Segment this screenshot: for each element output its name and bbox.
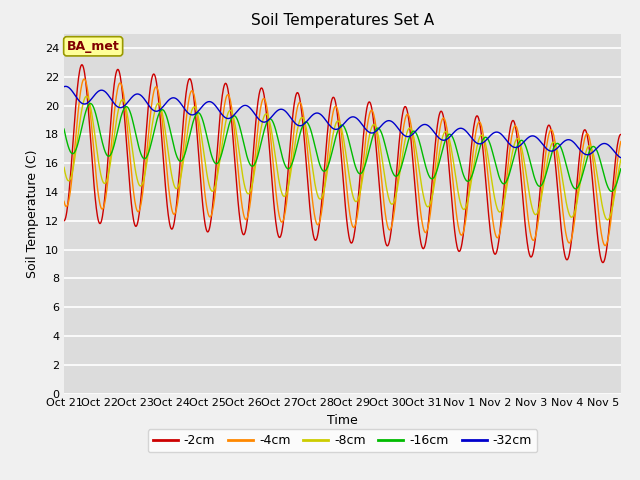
-8cm: [83, 94, 90, 99]
-8cm: [306, 147, 314, 153]
-4cm: [80, 76, 88, 82]
-2cm: [78, 62, 86, 68]
Title: Soil Temperatures Set A: Soil Temperatures Set A: [251, 13, 434, 28]
-16cm: [60, 126, 68, 132]
-32cm: [286, 113, 294, 119]
-8cm: [286, 176, 294, 182]
-8cm: [118, 97, 125, 103]
-16cm: [607, 189, 615, 194]
-2cm: [118, 81, 125, 87]
Line: -8cm: -8cm: [64, 96, 621, 220]
-4cm: [306, 172, 314, 178]
-4cm: [286, 170, 294, 176]
-4cm: [602, 243, 609, 249]
-2cm: [505, 135, 513, 141]
-8cm: [60, 165, 68, 170]
-2cm: [599, 260, 607, 265]
Line: -32cm: -32cm: [64, 86, 621, 158]
Line: -2cm: -2cm: [64, 65, 621, 263]
-8cm: [604, 217, 611, 223]
-32cm: [62, 84, 70, 89]
-8cm: [495, 209, 502, 215]
-32cm: [306, 115, 314, 121]
-2cm: [443, 141, 451, 147]
-16cm: [306, 124, 314, 130]
-4cm: [118, 82, 125, 87]
-32cm: [495, 130, 502, 135]
-4cm: [505, 156, 513, 161]
-2cm: [306, 204, 314, 210]
-32cm: [118, 105, 125, 110]
-32cm: [505, 140, 513, 146]
-2cm: [495, 238, 502, 244]
-16cm: [443, 134, 451, 140]
-16cm: [617, 166, 625, 172]
Line: -4cm: -4cm: [64, 79, 621, 246]
Line: -16cm: -16cm: [64, 104, 621, 192]
-16cm: [495, 173, 502, 179]
-4cm: [443, 126, 451, 132]
-16cm: [118, 113, 125, 119]
-4cm: [495, 233, 502, 239]
Y-axis label: Soil Temperature (C): Soil Temperature (C): [26, 149, 39, 278]
Text: BA_met: BA_met: [67, 40, 120, 53]
X-axis label: Time: Time: [327, 414, 358, 427]
-32cm: [60, 84, 68, 90]
-2cm: [286, 146, 294, 152]
Legend: -2cm, -4cm, -8cm, -16cm, -32cm: -2cm, -4cm, -8cm, -16cm, -32cm: [148, 429, 537, 452]
-8cm: [443, 130, 451, 135]
-16cm: [286, 165, 294, 171]
-4cm: [60, 198, 68, 204]
-4cm: [617, 139, 625, 144]
-8cm: [617, 157, 625, 163]
-16cm: [505, 173, 513, 179]
-32cm: [617, 155, 625, 161]
-32cm: [443, 136, 451, 142]
-2cm: [60, 218, 68, 224]
-2cm: [617, 132, 625, 137]
-8cm: [505, 171, 513, 177]
-16cm: [86, 101, 94, 107]
